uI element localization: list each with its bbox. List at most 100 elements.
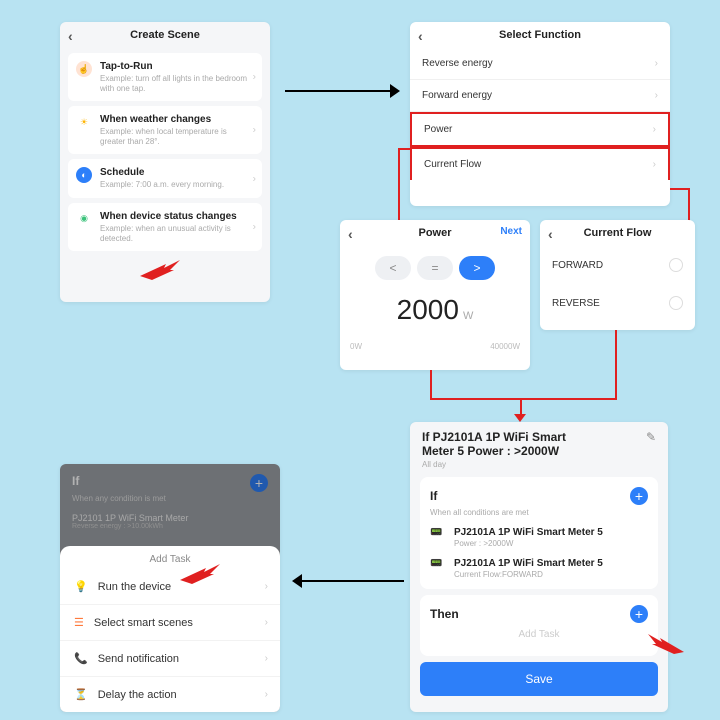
- chevron-right-icon: ›: [253, 222, 256, 233]
- radio-icon: [669, 258, 683, 272]
- timer-icon: ⏳: [74, 688, 88, 701]
- create-scene-title: Create Scene: [130, 29, 200, 41]
- phone-icon: 📞: [74, 652, 88, 665]
- if-sub: When all conditions are met: [430, 508, 648, 517]
- chevron-right-icon: ›: [265, 653, 268, 664]
- select-function-title: Select Function: [499, 29, 581, 41]
- edit-icon[interactable]: ✎: [646, 430, 656, 444]
- function-row-current-flow[interactable]: Current Flow ›: [410, 147, 670, 180]
- row-label: Forward energy: [422, 90, 492, 101]
- function-row-forward[interactable]: Forward energy ›: [410, 80, 670, 112]
- bg-plus-icon: +: [250, 474, 268, 492]
- option-title: Schedule: [100, 167, 224, 178]
- add-condition-button[interactable]: +: [630, 487, 648, 505]
- power-header: ‹ Power Next: [340, 220, 530, 246]
- row-label: Current Flow: [424, 159, 481, 170]
- row-label: Select smart scenes: [94, 617, 193, 629]
- then-placeholder: Add Task: [430, 629, 648, 640]
- chevron-right-icon: ›: [253, 72, 256, 83]
- row-label: Reverse energy: [422, 58, 493, 69]
- add-task-panel: If + When any condition is met PJ2101 1P…: [60, 464, 280, 712]
- option-sub: Example: 7:00 a.m. every morning.: [100, 180, 224, 190]
- row-label: REVERSE: [552, 298, 600, 309]
- summary-panel: If PJ2101A 1P WiFi Smart Meter 5 Power :…: [410, 422, 668, 712]
- add-task-button[interactable]: +: [630, 605, 648, 623]
- power-unit: W: [463, 310, 473, 322]
- if-card: If + When all conditions are met 📟 PJ210…: [420, 477, 658, 589]
- cond-detail: Power : >2000W: [454, 539, 603, 548]
- option-sub: Example: when an unusual activity is det…: [100, 224, 254, 243]
- power-value[interactable]: 2000: [397, 294, 459, 326]
- back-icon[interactable]: ‹: [418, 28, 423, 44]
- chevron-right-icon: ›: [653, 124, 656, 135]
- back-icon[interactable]: ‹: [348, 226, 353, 242]
- power-panel: ‹ Power Next < = > 2000 W 0W 40000W: [340, 220, 530, 370]
- if-label: If: [430, 489, 437, 503]
- option-title: When weather changes: [100, 114, 254, 125]
- select-function-panel: ‹ Select Function Reverse energy › Forwa…: [410, 22, 670, 206]
- pointer-arrow-icon: [140, 256, 180, 280]
- op-gt-button[interactable]: >: [459, 256, 495, 280]
- row-label: FORWARD: [552, 260, 603, 271]
- cond-detail: Current Flow:FORWARD: [454, 570, 603, 579]
- op-eq-button[interactable]: =: [417, 256, 453, 280]
- save-button[interactable]: Save: [420, 662, 658, 696]
- flow-option-reverse[interactable]: REVERSE: [540, 284, 695, 322]
- scene-option-schedule[interactable]: ◐ Schedule Example: 7:00 a.m. every morn…: [68, 159, 262, 198]
- back-icon[interactable]: ‹: [548, 226, 553, 242]
- tap-icon: ☝: [76, 61, 92, 77]
- condition-row[interactable]: 📟 PJ2101A 1P WiFi Smart Meter 5 Current …: [430, 558, 648, 579]
- chevron-right-icon: ›: [265, 617, 268, 628]
- current-flow-title: Current Flow: [584, 227, 652, 239]
- scene-option-device-status[interactable]: ◉ When device status changes Example: wh…: [68, 203, 262, 251]
- function-row-reverse[interactable]: Reverse energy ›: [410, 48, 670, 80]
- chevron-right-icon: ›: [653, 159, 656, 170]
- summary-subtitle: All day: [422, 460, 566, 469]
- chevron-right-icon: ›: [265, 581, 268, 592]
- cond-name: PJ2101A 1P WiFi Smart Meter 5: [454, 558, 603, 569]
- op-lt-button[interactable]: <: [375, 256, 411, 280]
- task-select-scenes[interactable]: ☰ Select smart scenes ›: [60, 605, 280, 641]
- red-connector: [430, 398, 617, 400]
- arrow-head-icon: [514, 414, 526, 422]
- sun-icon: ☀: [76, 114, 92, 130]
- arrow-head-icon: [292, 574, 302, 588]
- function-row-power[interactable]: Power ›: [410, 112, 670, 147]
- create-scene-header: ‹ Create Scene: [60, 22, 270, 48]
- scene-option-weather[interactable]: ☀ When weather changes Example: when loc…: [68, 106, 262, 154]
- summary-title-2: Meter 5 Power : >2000W: [422, 444, 566, 458]
- radio-icon: [669, 296, 683, 310]
- operator-row: < = >: [340, 256, 530, 280]
- flow-arrow: [300, 580, 404, 582]
- task-send-notification[interactable]: 📞 Send notification ›: [60, 641, 280, 677]
- arrow-head-icon: [390, 84, 400, 98]
- device-icon: 📟: [430, 558, 446, 569]
- current-flow-panel: ‹ Current Flow FORWARD REVERSE: [540, 220, 695, 330]
- power-max: 40000W: [490, 342, 520, 351]
- red-connector: [615, 330, 617, 400]
- red-connector: [670, 188, 690, 190]
- then-label: Then: [430, 607, 459, 621]
- task-run-device[interactable]: 💡 Run the device ›: [60, 569, 280, 605]
- chevron-right-icon: ›: [253, 173, 256, 184]
- cond-name: PJ2101A 1P WiFi Smart Meter 5: [454, 527, 603, 538]
- power-min: 0W: [350, 342, 362, 351]
- power-title: Power: [418, 227, 451, 239]
- scenes-icon: ☰: [74, 616, 84, 629]
- bg-dev-sub: Reverse energy : >10.00kWh: [72, 523, 268, 530]
- next-button[interactable]: Next: [500, 226, 522, 237]
- row-label: Send notification: [98, 653, 179, 665]
- bulb-icon: 💡: [74, 580, 88, 593]
- back-icon[interactable]: ‹: [68, 28, 73, 44]
- chevron-right-icon: ›: [655, 90, 658, 101]
- select-function-header: ‹ Select Function: [410, 22, 670, 48]
- task-delay-action[interactable]: ⏳ Delay the action ›: [60, 677, 280, 712]
- bg-dev: PJ2101 1P WiFi Smart Meter: [72, 513, 268, 523]
- flow-option-forward[interactable]: FORWARD: [540, 246, 695, 284]
- current-flow-header: ‹ Current Flow: [540, 220, 695, 246]
- chevron-right-icon: ›: [265, 689, 268, 700]
- option-title: Tap-to-Run: [100, 61, 254, 72]
- flow-arrow: [285, 90, 390, 92]
- scene-option-tap-to-run[interactable]: ☝ Tap-to-Run Example: turn off all light…: [68, 53, 262, 101]
- condition-row[interactable]: 📟 PJ2101A 1P WiFi Smart Meter 5 Power : …: [430, 527, 648, 548]
